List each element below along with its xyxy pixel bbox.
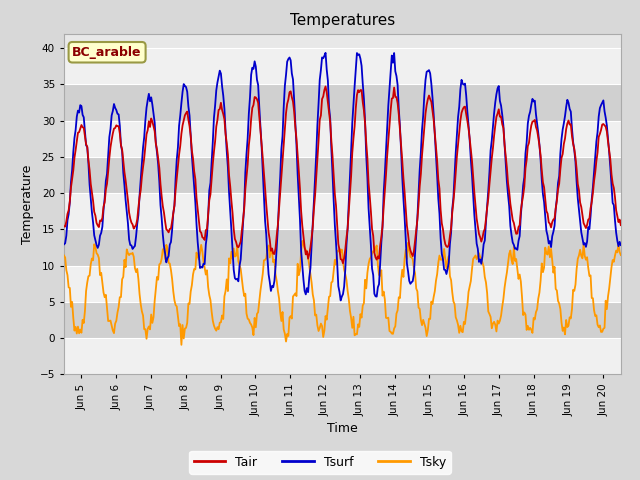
Y-axis label: Temperature: Temperature [21,164,34,244]
X-axis label: Time: Time [327,422,358,435]
Bar [64,338,621,374]
Bar [64,48,621,84]
Bar [64,193,621,229]
Text: BC_arable: BC_arable [72,46,142,59]
Bar [64,302,621,338]
Title: Temperatures: Temperatures [290,13,395,28]
Bar [64,120,621,157]
Bar [64,229,621,265]
Legend: Tair, Tsurf, Tsky: Tair, Tsurf, Tsky [189,451,451,474]
Bar [64,265,621,302]
Bar [64,157,621,193]
Bar [64,84,621,120]
